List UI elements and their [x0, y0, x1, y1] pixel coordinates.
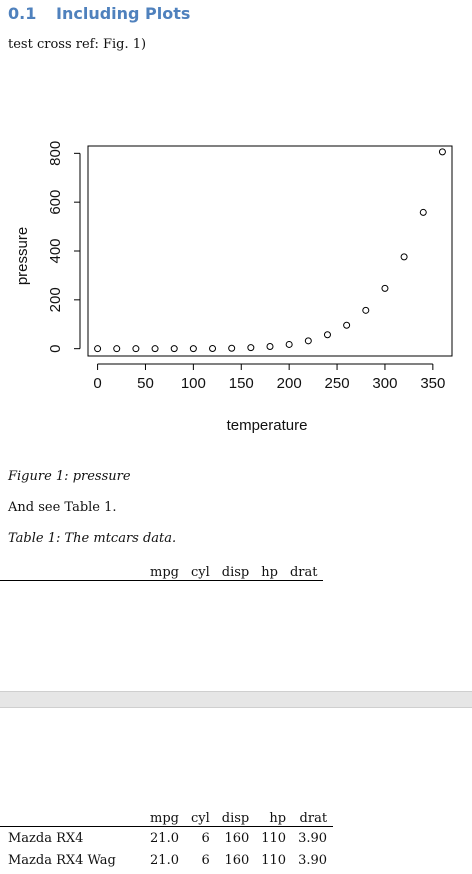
y-tick-label: 400 [47, 238, 64, 263]
section-heading: 0.1 Including Plots [8, 4, 190, 23]
data-point [113, 345, 121, 353]
x-tick-label: 350 [420, 375, 445, 392]
mtcars-table: mpg cyl disp hp drat Mazda RX4 21.0 6 16… [0, 804, 334, 871]
table-header-disp: disp [221, 811, 250, 826]
x-tick-label: 50 [137, 375, 154, 392]
data-point [151, 345, 159, 353]
figure-caption: Figure 1: pressure [8, 469, 131, 484]
table-header-row: mpg cyl disp hp drat [0, 558, 324, 581]
y-axis-title: pressure [14, 227, 31, 285]
table-cell-rowname: Mazda RX4 [8, 830, 84, 846]
table-header-row: mpg cyl disp hp drat [0, 804, 334, 827]
table-header-mpg: mpg [150, 565, 179, 580]
table-header-drat: drat [299, 811, 328, 826]
table-header-hp: hp [261, 565, 278, 580]
data-point [189, 345, 197, 353]
table-cell-mpg: 21.0 [150, 830, 179, 846]
x-tick-label: 100 [181, 375, 206, 392]
table-row: Mazda RX4 21.0 6 160 110 3.90 [0, 827, 333, 850]
table-cell-drat: 3.90 [298, 830, 328, 846]
cross-ref-paragraph: test cross ref: Fig. 1) [8, 37, 147, 52]
x-tick-label: 150 [229, 375, 254, 392]
plot-frame [87, 145, 453, 357]
x-tick-label: 250 [325, 375, 350, 392]
table-cell-cyl: 6 [201, 852, 210, 868]
see-table-paragraph: And see Table 1. [8, 500, 117, 515]
table-cell-hp: 110 [261, 830, 287, 846]
section-title: Including Plots [56, 4, 191, 23]
x-axis-title: temperature [227, 417, 308, 434]
data-point [170, 345, 178, 353]
table-header-cyl: cyl [190, 811, 210, 826]
data-point [132, 345, 140, 353]
y-tick-label: 800 [47, 141, 64, 166]
table-cell-mpg: 21.0 [150, 852, 179, 868]
table-cell-disp: 160 [224, 830, 250, 846]
x-tick-label: 300 [372, 375, 397, 392]
table-row: Mazda RX4 Wag 21.0 6 160 110 3.90 [0, 849, 333, 871]
data-point [266, 343, 274, 351]
data-point [209, 344, 217, 352]
table-header-disp: disp [221, 565, 250, 580]
table-header-cyl: cyl [190, 565, 210, 580]
data-point [400, 253, 408, 261]
table-cell-hp: 110 [261, 852, 287, 868]
table-cell-disp: 160 [224, 852, 250, 868]
data-point [304, 337, 312, 345]
document-page-2: mpg cyl disp hp drat Mazda RX4 21.0 6 16… [0, 708, 472, 874]
data-point [362, 306, 370, 314]
y-tick-label: 200 [47, 287, 64, 312]
data-point [285, 340, 293, 348]
data-point [343, 321, 351, 329]
x-tick-label: 0 [93, 375, 101, 392]
table-header-mpg: mpg [150, 811, 179, 826]
table-header-drat: drat [289, 565, 318, 580]
section-number: 0.1 [8, 4, 37, 23]
page-break-gap [0, 691, 472, 708]
table-cell-rowname: Mazda RX4 Wag [8, 852, 116, 868]
data-point [247, 344, 255, 352]
data-point [94, 345, 102, 353]
data-point [419, 208, 427, 216]
table-cell-cyl: 6 [201, 830, 210, 846]
y-tick-label: 0 [47, 345, 64, 353]
x-tick-label: 200 [277, 375, 302, 392]
data-point [323, 331, 331, 339]
table-caption: Table 1: The mtcars data. [8, 531, 177, 546]
data-point [228, 344, 236, 352]
table-cell-drat: 3.90 [298, 852, 328, 868]
table-header-rowname [0, 558, 144, 581]
y-tick-label: 600 [47, 190, 64, 215]
table-header-hp: hp [269, 811, 287, 826]
table-header-rowname [0, 804, 144, 827]
document-page-1: 0.1 Including Plots test cross ref: Fig. … [0, 4, 453, 581]
data-point [381, 284, 389, 292]
mtcars-table-header-page1: mpg cyl disp hp drat [0, 558, 324, 581]
data-point [438, 148, 446, 156]
pressure-scatter-plot: 0 50 100 150 200 250 300 350 0 200 400 600 800 temper… [14, 141, 453, 434]
